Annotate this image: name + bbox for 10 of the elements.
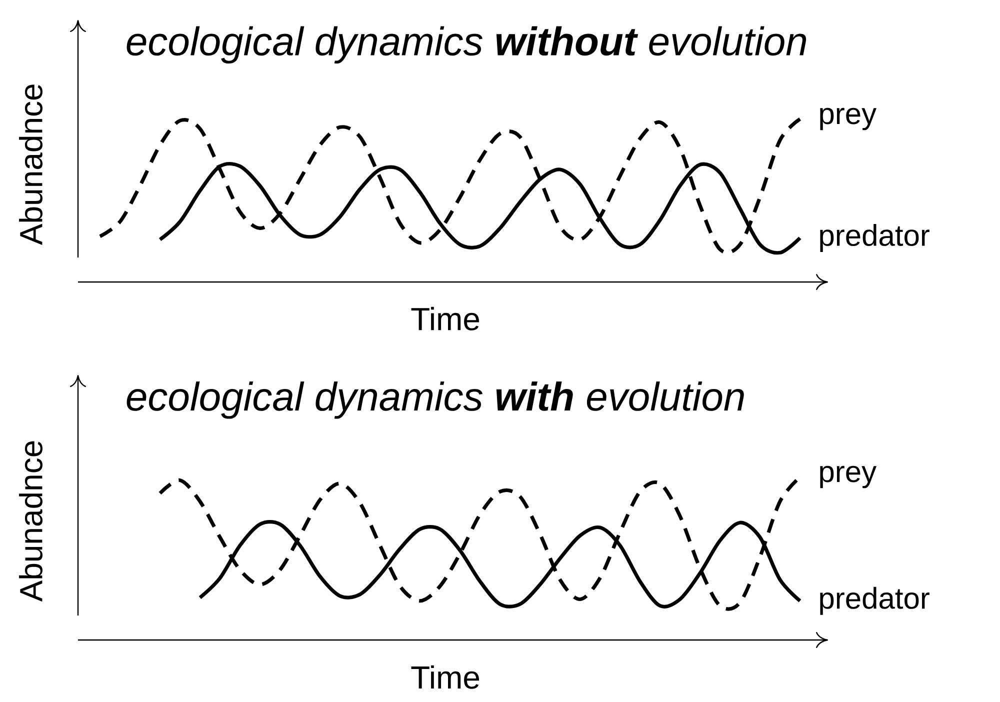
- y-axis-title: Abunadnce: [19, 84, 42, 245]
- series-label: prey: [820, 108, 877, 130]
- x-axis-title: Time: [411, 306, 480, 330]
- y-axis-title: Abunadnce: [19, 441, 42, 602]
- series-label: predator: [820, 586, 930, 615]
- series-label: prey: [820, 466, 877, 488]
- chart-title: ecological dynamics with evolution: [126, 382, 744, 419]
- x-axis-title: Time: [411, 665, 480, 689]
- chart-title: ecological dynamics without evolution: [126, 26, 806, 64]
- series-label: predator: [820, 224, 930, 252]
